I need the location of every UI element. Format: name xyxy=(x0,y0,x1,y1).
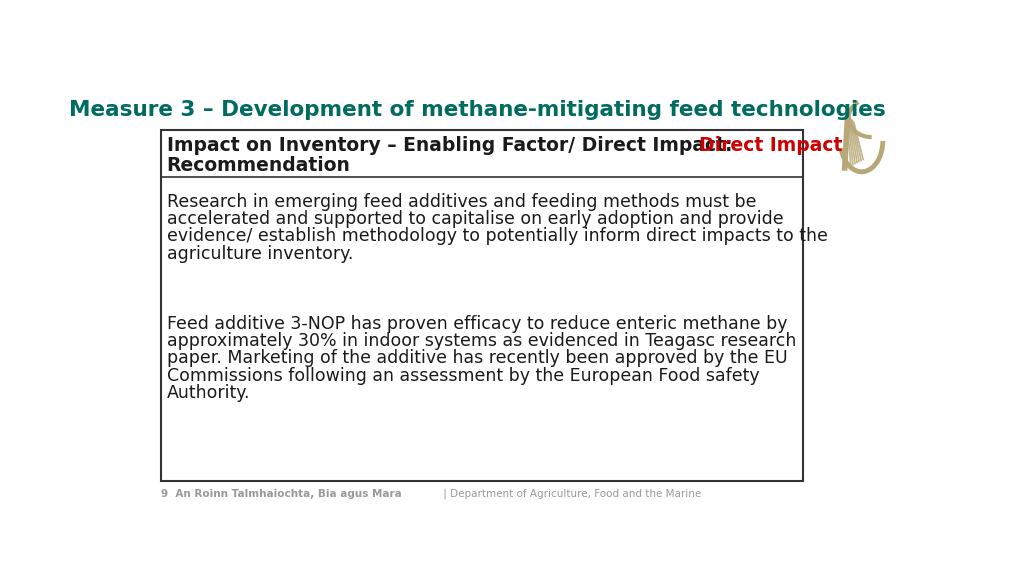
Text: Recommendation: Recommendation xyxy=(167,156,350,175)
FancyBboxPatch shape xyxy=(161,130,803,481)
Text: accelerated and supported to capitalise on early adoption and provide: accelerated and supported to capitalise … xyxy=(167,210,783,228)
Text: Commissions following an assessment by the European Food safety: Commissions following an assessment by t… xyxy=(167,366,760,385)
Text: 9  An Roinn Talmhaiochta, Bia agus Mara: 9 An Roinn Talmhaiochta, Bia agus Mara xyxy=(161,489,401,499)
Text: Measure 3 – Development of methane-mitigating feed technologies: Measure 3 – Development of methane-mitig… xyxy=(69,100,886,120)
Text: paper. Marketing of the additive has recently been approved by the EU: paper. Marketing of the additive has rec… xyxy=(167,350,787,367)
Text: agriculture inventory.: agriculture inventory. xyxy=(167,245,353,263)
Text: Direct Impact: Direct Impact xyxy=(699,136,843,155)
Text: evidence/ establish methodology to potentially inform direct impacts to the: evidence/ establish methodology to poten… xyxy=(167,228,827,245)
Text: | Department of Agriculture, Food and the Marine: | Department of Agriculture, Food and th… xyxy=(439,489,700,499)
Text: Authority.: Authority. xyxy=(167,384,250,401)
Text: Impact on Inventory – Enabling Factor/ Direct Impact:: Impact on Inventory – Enabling Factor/ D… xyxy=(167,136,738,155)
Text: Feed additive 3-NOP has proven efficacy to reduce enteric methane by: Feed additive 3-NOP has proven efficacy … xyxy=(167,315,787,334)
Text: Research in emerging feed additives and feeding methods must be: Research in emerging feed additives and … xyxy=(167,194,756,211)
Text: approximately 30% in indoor systems as evidenced in Teagasc research: approximately 30% in indoor systems as e… xyxy=(167,332,796,350)
